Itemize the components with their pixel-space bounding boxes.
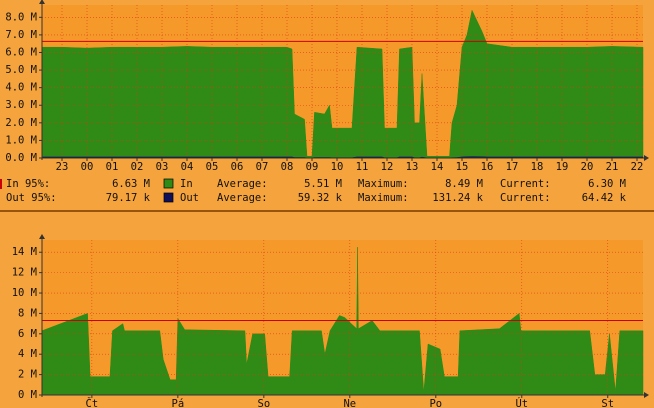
y-tick-label: 2 M (18, 369, 37, 381)
stat-label: Average: (217, 178, 268, 190)
y-tick-label: 4.0 M (5, 82, 37, 94)
stat-value: 79.17 k (106, 192, 151, 204)
x-tick-label: Ne (343, 398, 356, 408)
x-tick-label: 22 (631, 161, 644, 173)
stat-label: Current: (500, 192, 551, 204)
stat-value: 5.51 M (304, 178, 342, 190)
x-tick-label: 01 (106, 161, 119, 173)
x-tick-label: 13 (406, 161, 419, 173)
stat-value: 6.63 M (112, 178, 150, 190)
x-tick-label: 20 (581, 161, 594, 173)
axis-arrow (39, 0, 45, 4)
axis-arrow (644, 392, 649, 398)
stat-value: 59.32 k (298, 192, 343, 204)
y-tick-label: 0.0 M (5, 152, 37, 164)
x-tick-label: So (258, 398, 271, 408)
x-tick-label: 17 (506, 161, 519, 173)
x-tick-label: 06 (231, 161, 244, 173)
x-tick-label: 12 (381, 161, 394, 173)
stat-value: 6.30 M (588, 178, 626, 190)
x-tick-label: 10 (331, 161, 344, 173)
x-tick-label: 16 (481, 161, 494, 173)
x-tick-label: 05 (206, 161, 219, 173)
stat-label: Average: (217, 192, 268, 204)
axis-arrow (39, 234, 45, 239)
x-tick-label: Pá (172, 398, 185, 408)
x-tick-label: 19 (556, 161, 569, 173)
stat-label: Out 95%: (6, 192, 57, 204)
legend-swatch (163, 192, 174, 203)
x-tick-label: 11 (356, 161, 369, 173)
stat-value: 8.49 M (445, 178, 483, 190)
area-0 (41, 9, 644, 159)
y-tick-label: 6.0 M (5, 46, 37, 58)
x-tick-label: 15 (456, 161, 469, 173)
stat-value: 64.42 k (582, 192, 627, 204)
y-tick-label: 4 M (18, 348, 37, 360)
x-tick-label: 03 (156, 161, 169, 173)
y-tick-label: 12 M (12, 267, 37, 279)
y-tick-label: 2.0 M (5, 117, 37, 129)
x-tick-label: St (601, 398, 614, 408)
y-tick-label: 8.0 M (5, 11, 37, 23)
y-tick-label: 5.0 M (5, 64, 37, 76)
x-tick-label: 08 (281, 161, 294, 173)
y-tick-label: 7.0 M (5, 29, 37, 41)
x-tick-label: 04 (181, 161, 194, 173)
stat-label: In 95%: (6, 178, 50, 190)
p95-marker (0, 179, 2, 189)
x-tick-label: 18 (531, 161, 544, 173)
x-tick-label: 23 (56, 161, 69, 173)
x-tick-label: 00 (81, 161, 94, 173)
stat-label: Maximum: (358, 178, 409, 190)
area (41, 247, 644, 396)
y-tick-label: 8 M (18, 307, 37, 319)
x-tick-label: 09 (306, 161, 319, 173)
y-tick-label: 14 M (12, 246, 37, 258)
legend-label: Out (180, 192, 199, 204)
legend-swatch (163, 178, 174, 189)
x-tick-label: 07 (256, 161, 269, 173)
x-tick-label: Po (429, 398, 442, 408)
stat-label: Current: (500, 178, 551, 190)
x-tick-label: 21 (606, 161, 619, 173)
stat-label: Maximum: (358, 192, 409, 204)
stat-value: 131.24 k (432, 192, 483, 204)
y-tick-label: 0 M (18, 389, 37, 401)
y-tick-label: 3.0 M (5, 99, 37, 111)
axis-arrow (644, 155, 649, 161)
y-tick-label: 6 M (18, 328, 37, 340)
x-tick-label: 14 (431, 161, 444, 173)
y-tick-label: 1.0 M (5, 134, 37, 146)
x-tick-label: 02 (131, 161, 144, 173)
x-tick-label: Út (515, 397, 528, 408)
legend-label: In (180, 178, 193, 190)
y-tick-label: 10 M (12, 287, 37, 299)
x-tick-label: Čt (86, 397, 99, 408)
